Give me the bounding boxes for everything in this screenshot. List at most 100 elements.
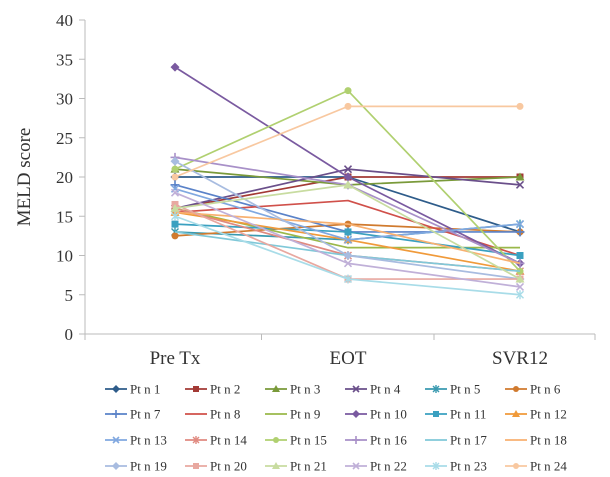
data-point-diamond — [170, 156, 180, 166]
data-point-triangle — [515, 172, 525, 181]
data-point-x — [343, 165, 353, 174]
data-point-diamond — [343, 172, 353, 182]
legend-label: Pt n 16 — [370, 433, 407, 448]
legend-item: Pt n 15 — [265, 433, 327, 448]
data-point-diamond — [343, 251, 353, 260]
data-point-circle — [171, 232, 179, 240]
y-tick-label: 35 — [56, 50, 73, 69]
data-point-triangle — [272, 462, 280, 469]
y-axis: 0 5 10 15 20 25 30 35 40 — [56, 11, 86, 344]
data-point-x — [352, 385, 360, 393]
x-category-label: EOT — [330, 348, 367, 369]
series-24 — [171, 102, 524, 181]
legend-label: Pt n 19 — [130, 459, 167, 474]
legend-label: Pt n 4 — [370, 382, 401, 397]
legend-label: Pt n 14 — [210, 433, 247, 448]
data-point-square — [344, 228, 352, 236]
data-point-x — [170, 188, 180, 197]
y-tick-label: 40 — [56, 11, 73, 30]
series-23 — [171, 211, 524, 300]
legend-item: Pt n 24 — [505, 459, 567, 474]
legend-item: Pt n 7 — [105, 407, 161, 422]
data-point-x — [515, 282, 525, 291]
data-point-x — [515, 220, 525, 229]
data-point-triangle — [272, 385, 280, 392]
legend-label: Pt n 10 — [370, 407, 407, 422]
y-axis-title: MELD score — [14, 128, 35, 227]
data-point-plus — [515, 227, 525, 237]
series-lines — [170, 62, 525, 300]
data-point-x-stroke — [170, 188, 180, 197]
data-point-square — [516, 252, 524, 259]
series-15 — [171, 87, 524, 275]
legend-item: Pt n 6 — [505, 382, 561, 397]
x-category-label: SVR12 — [492, 348, 548, 369]
legend-item: Pt n 3 — [265, 382, 320, 397]
data-point-star — [344, 274, 352, 284]
legend-label: Pt n 13 — [130, 433, 167, 448]
data-point-plus — [352, 436, 360, 444]
legend-item: Pt n 21 — [265, 459, 327, 474]
data-point-x-stroke — [352, 462, 360, 470]
legend-label: Pt n 6 — [530, 382, 561, 397]
data-point-diamond — [352, 410, 360, 418]
legend-item: Pt n 5 — [425, 382, 480, 397]
legend-item: Pt n 23 — [425, 459, 487, 474]
legend-label: Pt n 3 — [290, 382, 320, 397]
legend-item: Pt n 16 — [345, 433, 407, 448]
legend-label: Pt n 8 — [210, 407, 240, 422]
legend-label: Pt n 9 — [290, 407, 320, 422]
legend-item: Pt n 19 — [105, 459, 167, 474]
legend-label: Pt n 1 — [130, 382, 160, 397]
data-point-x-stroke — [112, 436, 120, 444]
data-point-circle — [344, 87, 352, 95]
data-point-x-stroke — [343, 235, 353, 244]
legend-label: Pt n 22 — [370, 459, 407, 474]
legend-label: Pt n 7 — [130, 407, 161, 422]
legend-item: Pt n 20 — [185, 459, 247, 474]
data-point-triangle — [170, 203, 180, 212]
data-point-star — [432, 462, 440, 470]
data-point-diamond — [170, 62, 180, 72]
data-point-diamond — [112, 385, 120, 393]
legend-item: Pt n 18 — [505, 433, 567, 448]
legend-item: Pt n 4 — [345, 382, 401, 397]
data-point-x — [352, 462, 360, 470]
data-point-circle — [344, 102, 352, 110]
data-point-x — [343, 235, 353, 244]
legend-label: Pt n 23 — [450, 459, 487, 474]
data-point-x — [112, 436, 120, 444]
legend-item: Pt n 1 — [105, 382, 160, 397]
legend-item: Pt n 9 — [265, 407, 320, 422]
legend-item: Pt n 13 — [105, 433, 167, 448]
legend-label: Pt n 21 — [290, 459, 327, 474]
y-tick-label: 20 — [56, 168, 73, 187]
legend-label: Pt n 24 — [530, 459, 567, 474]
data-point-triangle — [512, 410, 520, 417]
data-point-square — [193, 463, 199, 469]
data-point-star — [432, 385, 440, 393]
data-point-x-stroke — [515, 282, 525, 291]
data-point-circle — [171, 173, 179, 181]
data-point-x-stroke — [352, 385, 360, 393]
data-point-star — [171, 211, 179, 221]
legend-item: Pt n 2 — [185, 382, 240, 397]
legend-item: Pt n 11 — [425, 407, 486, 422]
legend-label: Pt n 12 — [530, 407, 567, 422]
y-tick-label: 0 — [65, 325, 74, 344]
data-point-circle — [516, 102, 524, 110]
data-point-circle — [513, 463, 519, 469]
legend-label: Pt n 20 — [210, 459, 247, 474]
data-point-star — [192, 436, 200, 444]
data-point-x-stroke — [343, 259, 353, 268]
legend-item: Pt n 10 — [345, 407, 407, 422]
data-point-x-stroke — [343, 165, 353, 174]
y-tick-label: 30 — [56, 90, 73, 109]
data-point-x — [515, 180, 525, 189]
legend-item: Pt n 14 — [185, 433, 247, 448]
data-point-circle — [273, 437, 279, 443]
data-point-plus — [112, 410, 120, 418]
data-point-circle — [171, 165, 179, 173]
legend-label: Pt n 17 — [450, 433, 487, 448]
